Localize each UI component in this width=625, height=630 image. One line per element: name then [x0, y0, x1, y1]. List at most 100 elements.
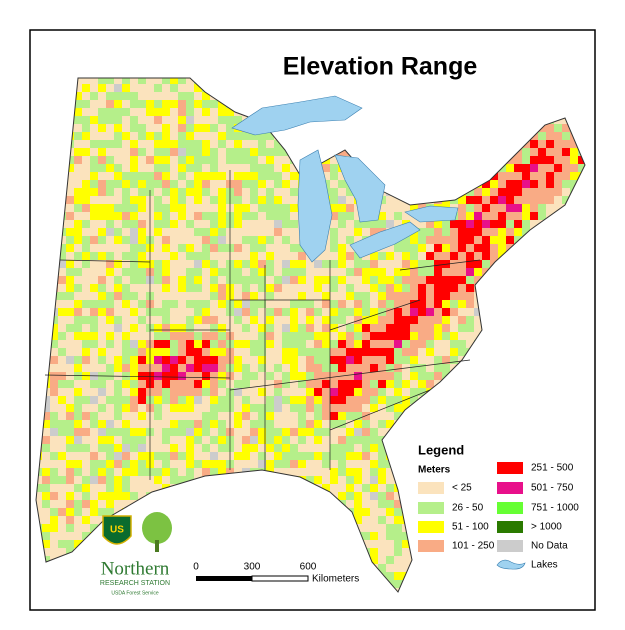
raster-cell — [74, 196, 82, 204]
raster-cell — [330, 548, 338, 556]
raster-cell — [394, 444, 402, 452]
raster-cell — [74, 348, 82, 356]
raster-cell — [490, 452, 498, 460]
raster-cell — [266, 204, 274, 212]
raster-cell — [106, 164, 114, 172]
raster-cell — [36, 92, 42, 100]
raster-cell — [514, 108, 522, 116]
raster-cell — [162, 156, 170, 164]
raster-cell — [498, 108, 506, 116]
raster-cell — [578, 388, 585, 396]
raster-cell — [178, 260, 186, 268]
raster-cell — [530, 300, 538, 308]
raster-cell — [498, 348, 506, 356]
raster-cell — [242, 348, 250, 356]
scale-segment — [251, 575, 309, 582]
raster-cell — [36, 500, 42, 508]
raster-cell — [138, 276, 146, 284]
raster-cell — [298, 428, 306, 436]
raster-cell — [258, 236, 266, 244]
raster-cell — [74, 588, 82, 592]
raster-cell — [570, 220, 578, 228]
raster-cell — [490, 572, 498, 580]
raster-cell — [442, 140, 450, 148]
raster-cell — [586, 340, 594, 348]
raster-cell — [434, 332, 442, 340]
raster-cell — [82, 404, 90, 412]
raster-cell — [58, 252, 66, 260]
raster-cell — [466, 292, 474, 300]
raster-cell — [410, 252, 418, 260]
raster-cell — [194, 132, 202, 140]
raster-cell — [186, 380, 194, 388]
raster-cell — [226, 484, 234, 492]
raster-cell — [362, 564, 370, 572]
raster-cell — [194, 84, 202, 92]
raster-cell — [434, 292, 442, 300]
raster-cell — [330, 476, 338, 484]
raster-cell — [266, 588, 274, 592]
raster-cell — [370, 260, 378, 268]
raster-cell — [178, 596, 186, 604]
raster-cell — [490, 340, 498, 348]
raster-cell — [58, 524, 66, 532]
raster-cell — [58, 380, 66, 388]
raster-cell — [90, 124, 98, 132]
raster-cell — [434, 236, 442, 244]
raster-cell — [546, 388, 554, 396]
raster-cell — [442, 252, 450, 260]
raster-cell — [258, 404, 266, 412]
raster-cell — [466, 244, 474, 252]
raster-cell — [66, 340, 74, 348]
raster-cell — [506, 324, 514, 332]
raster-cell — [162, 92, 170, 100]
raster-cell — [298, 84, 306, 92]
raster-cell — [194, 396, 202, 404]
raster-cell — [290, 228, 298, 236]
raster-cell — [66, 188, 74, 196]
raster-cell — [258, 132, 266, 140]
raster-cell — [402, 556, 410, 564]
raster-cell — [258, 308, 266, 316]
raster-cell — [218, 196, 226, 204]
raster-cell — [426, 84, 434, 92]
raster-cell — [458, 316, 466, 324]
raster-cell — [82, 268, 90, 276]
raster-cell — [258, 428, 266, 436]
raster-cell — [490, 316, 498, 324]
raster-cell — [458, 164, 466, 172]
raster-cell — [498, 588, 506, 592]
raster-cell — [250, 164, 258, 172]
raster-cell — [330, 172, 338, 180]
raster-cell — [98, 444, 106, 452]
raster-cell — [298, 364, 306, 372]
raster-cell — [530, 332, 538, 340]
raster-cell — [114, 460, 122, 468]
raster-cell — [210, 420, 218, 428]
raster-cell — [274, 252, 282, 260]
raster-cell — [410, 140, 418, 148]
raster-cell — [170, 388, 178, 396]
raster-cell — [290, 316, 298, 324]
raster-cell — [122, 324, 130, 332]
raster-cell — [202, 532, 210, 540]
raster-cell — [250, 532, 258, 540]
raster-cell — [562, 596, 570, 604]
raster-cell — [178, 188, 186, 196]
raster-cell — [36, 404, 42, 412]
raster-cell — [554, 236, 562, 244]
raster-cell — [386, 468, 394, 476]
raster-cell — [106, 452, 114, 460]
raster-cell — [378, 212, 386, 220]
raster-cell — [210, 252, 218, 260]
raster-cell — [218, 564, 226, 572]
raster-cell — [266, 92, 274, 100]
raster-cell — [242, 100, 250, 108]
raster-cell — [386, 316, 394, 324]
raster-cell — [106, 420, 114, 428]
raster-cell — [466, 364, 474, 372]
raster-cell — [466, 532, 474, 540]
raster-cell — [266, 380, 274, 388]
raster-cell — [370, 508, 378, 516]
raster-cell — [530, 428, 538, 436]
